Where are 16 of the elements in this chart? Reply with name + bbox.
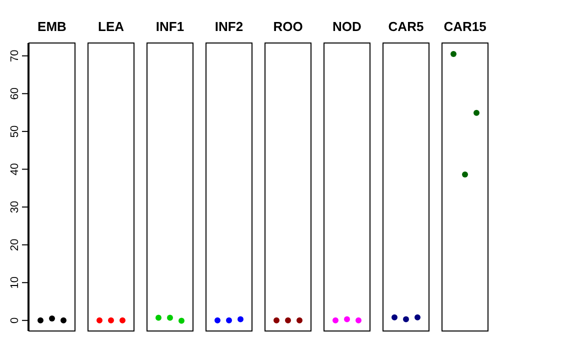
y-tick-label: 10 bbox=[9, 276, 21, 289]
y-tick-label: 50 bbox=[9, 125, 21, 138]
y-tick-label: 20 bbox=[9, 238, 21, 251]
y-tick-label: 70 bbox=[9, 50, 21, 62]
x-tick-label: NOD bbox=[332, 19, 362, 34]
x-tick-label: ROO bbox=[273, 19, 303, 34]
x-tick-label: INF1 bbox=[156, 19, 184, 34]
y-tick-label: 60 bbox=[9, 88, 21, 100]
y-tick-label: 0 bbox=[9, 317, 21, 324]
x-tick-label: CAR15 bbox=[444, 19, 486, 34]
x-tick-label: CAR5 bbox=[388, 19, 424, 34]
y-tick-label: 40 bbox=[9, 163, 21, 176]
x-tick-label: EMB bbox=[38, 19, 66, 34]
y-tick-label: 30 bbox=[9, 200, 21, 214]
x-tick-label: LEA bbox=[98, 19, 125, 34]
x-tick-label: INF2 bbox=[214, 19, 244, 34]
